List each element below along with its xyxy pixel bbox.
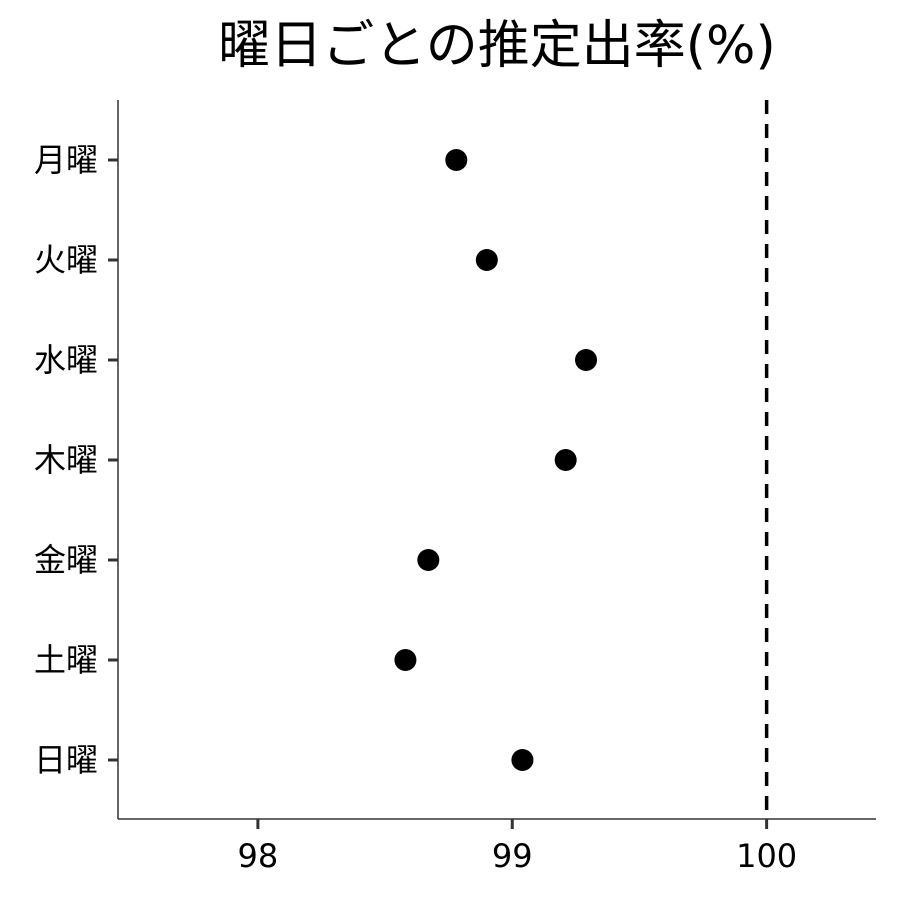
data-point	[575, 349, 598, 371]
y-tick-label: 火曜	[34, 241, 98, 279]
data-point	[554, 449, 577, 471]
y-tick-label: 日曜	[34, 741, 98, 779]
data-point	[475, 249, 498, 271]
y-tick-label: 金曜	[34, 541, 98, 579]
y-tick-label: 土曜	[34, 641, 98, 679]
y-tick-label: 月曜	[34, 141, 98, 179]
data-point	[417, 549, 440, 571]
data-point	[511, 749, 534, 771]
y-tick-label: 水曜	[34, 341, 98, 379]
data-point	[445, 149, 468, 171]
x-tick-label: 100	[736, 837, 797, 875]
x-tick-label: 99	[492, 837, 533, 875]
chart-title: 曜日ごとの推定出率(%)	[218, 16, 775, 76]
y-tick-label: 木曜	[34, 441, 98, 479]
data-point	[394, 649, 417, 671]
x-tick-label: 98	[238, 837, 279, 875]
